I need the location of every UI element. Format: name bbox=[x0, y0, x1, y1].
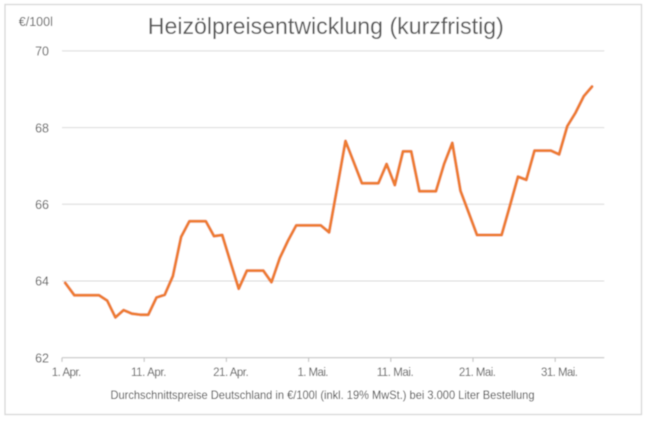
svg-text:62: 62 bbox=[35, 351, 49, 365]
svg-text:11. Apr.: 11. Apr. bbox=[131, 367, 167, 379]
svg-text:21. Mai.: 21. Mai. bbox=[459, 367, 496, 379]
svg-text:1. Mai.: 1. Mai. bbox=[298, 367, 329, 379]
svg-text:31. Mai.: 31. Mai. bbox=[541, 367, 578, 379]
svg-text:66: 66 bbox=[35, 198, 49, 212]
svg-text:Heizölpreisentwicklung (kurzfr: Heizölpreisentwicklung (kurzfristig) bbox=[148, 13, 504, 39]
svg-text:21. Apr.: 21. Apr. bbox=[213, 367, 249, 379]
svg-text:€/100l: €/100l bbox=[19, 15, 53, 29]
svg-text:11. Mai.: 11. Mai. bbox=[377, 367, 414, 379]
svg-text:Durchschnittspreise Deutschlan: Durchschnittspreise Deutschland in €/100… bbox=[111, 388, 535, 402]
svg-text:70: 70 bbox=[35, 45, 49, 59]
svg-text:68: 68 bbox=[35, 121, 49, 135]
svg-text:1. Apr.: 1. Apr. bbox=[52, 367, 82, 379]
svg-text:64: 64 bbox=[35, 275, 49, 289]
